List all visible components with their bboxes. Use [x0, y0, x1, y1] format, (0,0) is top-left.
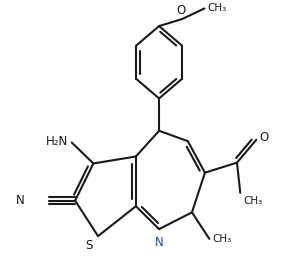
Text: N: N: [155, 236, 164, 249]
Text: CH₃: CH₃: [207, 4, 226, 14]
Text: O: O: [177, 4, 186, 17]
Text: S: S: [86, 240, 93, 253]
Text: N: N: [16, 194, 25, 207]
Text: CH₃: CH₃: [213, 234, 232, 244]
Text: O: O: [260, 131, 269, 144]
Text: CH₃: CH₃: [243, 196, 262, 206]
Text: H₂N: H₂N: [46, 135, 68, 148]
